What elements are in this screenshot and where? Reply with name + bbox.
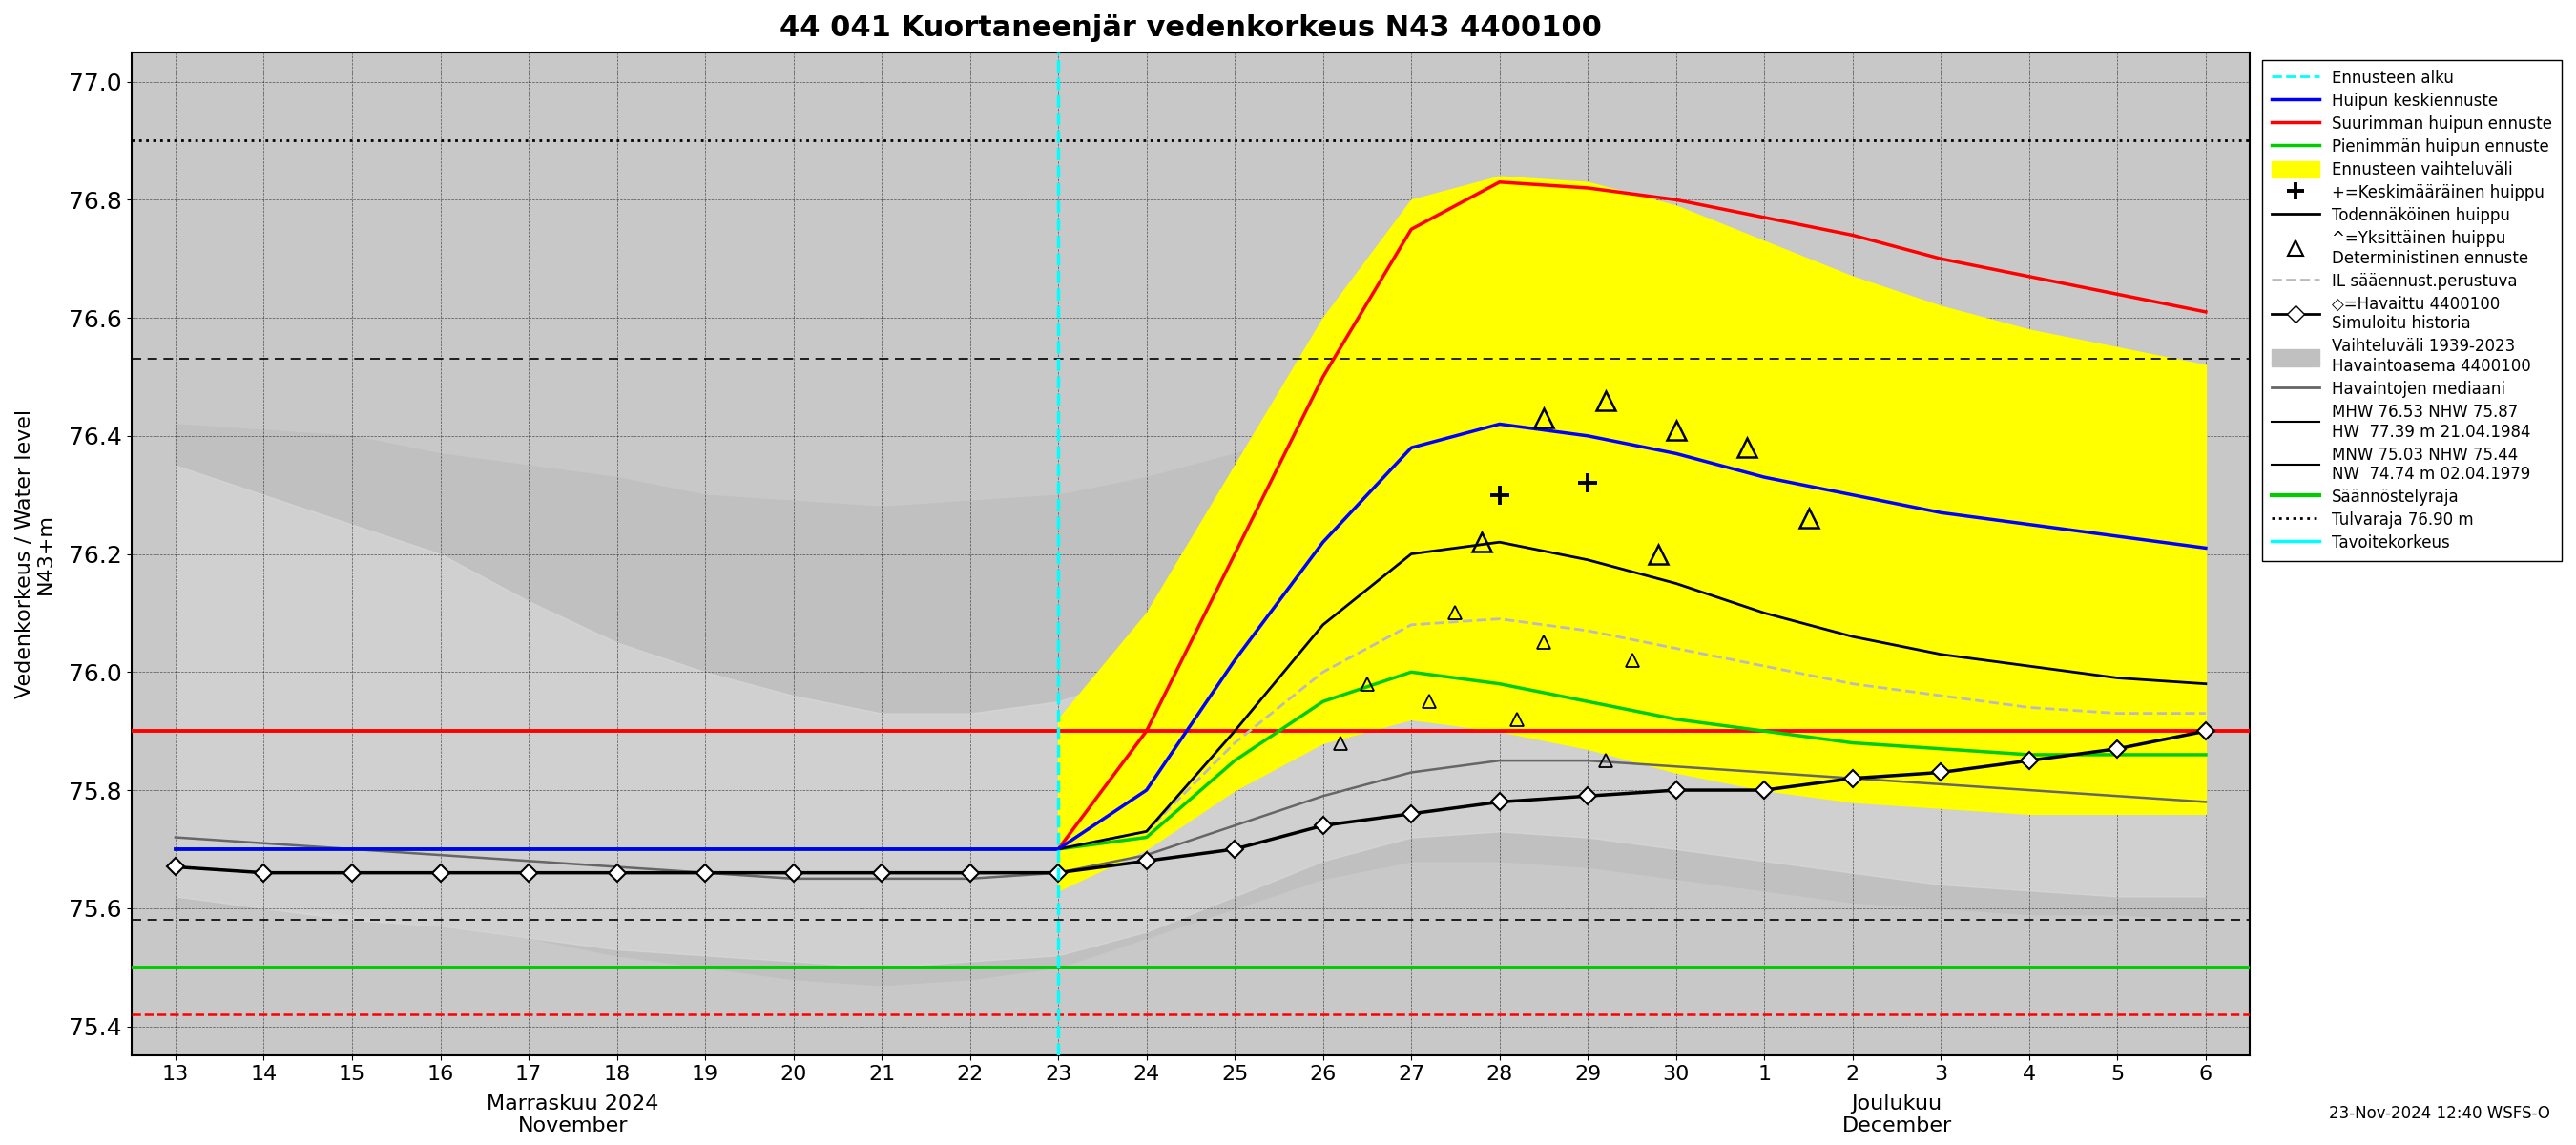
Title: 44 041 Kuortaneenjär vedenkorkeus N43 4400100: 44 041 Kuortaneenjär vedenkorkeus N43 44… [781, 14, 1602, 42]
Text: Joulukuu
December: Joulukuu December [1842, 1095, 1953, 1136]
Legend: Ennusteen alku, Huipun keskiennuste, Suurimman huipun ennuste, Pienimmän huipun : Ennusteen alku, Huipun keskiennuste, Suu… [2262, 60, 2563, 561]
Text: 23-Nov-2024 12:40 WSFS-O: 23-Nov-2024 12:40 WSFS-O [2329, 1105, 2550, 1122]
Text: Marraskuu 2024
November: Marraskuu 2024 November [487, 1095, 659, 1136]
Y-axis label: Vedenkorkeus / Water level
N43+m: Vedenkorkeus / Water level N43+m [15, 410, 57, 698]
